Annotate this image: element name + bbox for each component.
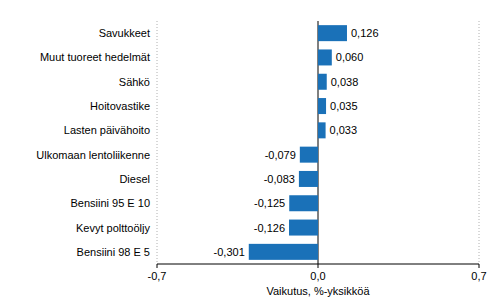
axis-title: Vaikutus, %-yksikköä [266, 285, 370, 297]
bar [318, 25, 347, 41]
category-label: Kevyt polttoöljy [76, 222, 150, 234]
data-label: -0,083 [264, 173, 295, 185]
category-label: Lasten päivähoito [64, 124, 150, 136]
category-label: Bensiini 95 E 10 [71, 197, 151, 209]
chart: -0,7 0,0 0,7 Vaikutus, %-yksikköä 0,126 Savuk… [0, 0, 492, 302]
bar [318, 98, 326, 114]
grid-line [157, 21, 158, 264]
data-label: -0,125 [254, 197, 285, 209]
data-label: 0,035 [330, 100, 358, 112]
data-label: 0,038 [331, 76, 359, 88]
category-label: Diesel [119, 173, 150, 185]
tick [318, 264, 319, 268]
bar [318, 122, 326, 138]
bar [289, 195, 318, 211]
category-label: Muut tuoreet hedelmät [40, 51, 150, 63]
data-label: -0,079 [265, 149, 296, 161]
tick [479, 264, 480, 268]
tick-label: -0,7 [148, 270, 167, 282]
data-label: 0,060 [336, 51, 364, 63]
bar [289, 220, 318, 236]
category-label: Hoitovastike [90, 100, 150, 112]
bar [299, 171, 318, 187]
grid-line [479, 21, 480, 264]
tick-label: 0,0 [310, 270, 325, 282]
data-label: 0,033 [330, 124, 358, 136]
bar [300, 147, 318, 163]
bar [249, 244, 318, 260]
data-label: 0,126 [351, 27, 379, 39]
bar [318, 49, 332, 65]
axis-line [157, 264, 479, 265]
data-label: -0,301 [214, 246, 245, 258]
category-label: Ulkomaan lentoliikenne [36, 149, 150, 161]
bars [249, 25, 347, 260]
category-label: Savukkeet [99, 27, 150, 39]
data-label: -0,126 [254, 222, 285, 234]
tick-label: 0,7 [471, 270, 486, 282]
tick [157, 264, 158, 268]
bar [318, 74, 327, 90]
category-label: Sähkö [119, 76, 150, 88]
category-label: Bensiini 98 E 5 [77, 246, 150, 258]
